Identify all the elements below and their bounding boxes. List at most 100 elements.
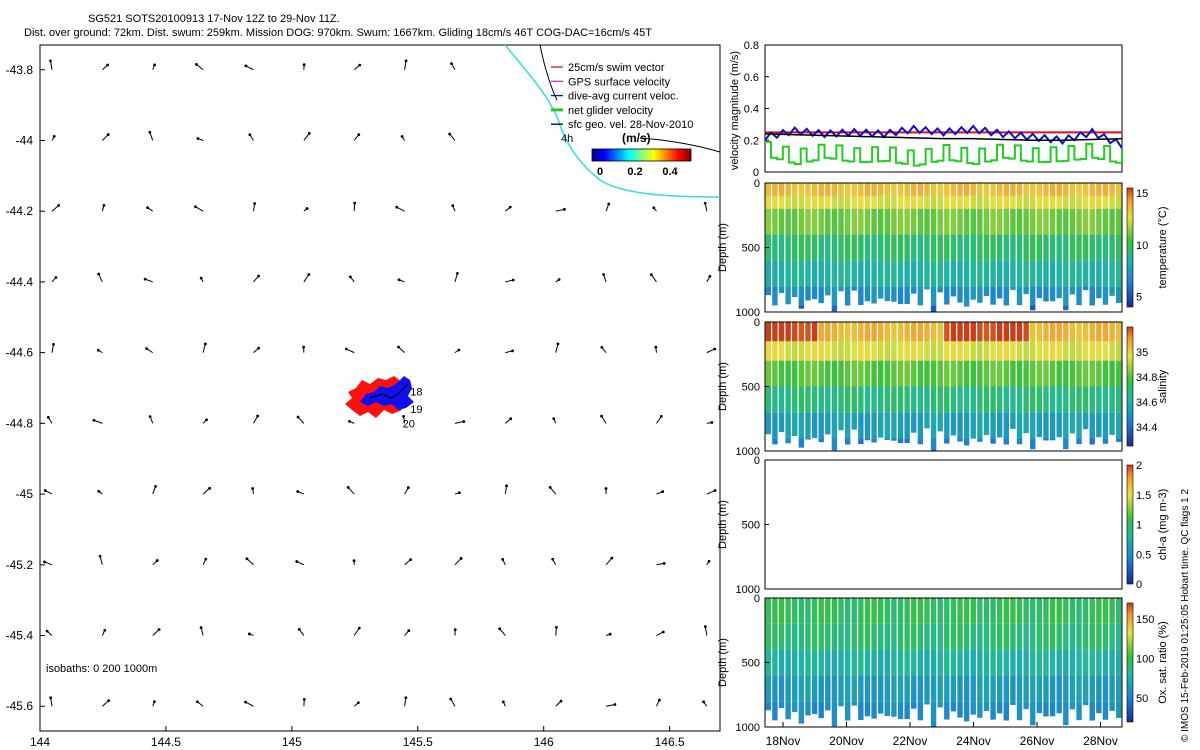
oxygen-cell: [838, 598, 844, 624]
isobath-line: [539, 44, 558, 101]
salinity-cell: [792, 386, 798, 413]
salinity-cell: [1063, 412, 1069, 439]
temperature-cell: [851, 260, 857, 287]
temperature-colorbar-tick: 5: [1136, 292, 1142, 304]
oxygen-cell: [825, 675, 831, 702]
temperature-cell: [904, 208, 910, 235]
temperature-cell: [798, 305, 805, 309]
temperature-cell: [1082, 260, 1089, 287]
oxygen-cell: [1023, 623, 1029, 650]
salinity-cell: [831, 386, 838, 413]
temperature-cell: [884, 195, 891, 209]
salinity-colorbar-label: salinity: [1157, 369, 1169, 403]
salinity-cell: [990, 360, 996, 387]
geo-velocity-arrow: [344, 347, 355, 354]
salinity-cell: [897, 341, 904, 361]
temperature-cell: [937, 195, 943, 209]
salinity-cell: [798, 412, 805, 439]
temperature-cell: [765, 183, 772, 196]
temperature-cell: [1076, 260, 1082, 287]
salinity-cell: [1115, 341, 1122, 361]
temperature-cell: [864, 234, 871, 261]
temperature-cell: [1109, 195, 1115, 209]
temperature-cell: [924, 195, 930, 209]
oxygen-cell: [798, 598, 805, 624]
temperature-cell: [778, 183, 785, 196]
salinity-cell: [970, 341, 976, 361]
temperature-cell: [1102, 183, 1109, 196]
salinity-cell: [1049, 341, 1056, 361]
oxygen-cell: [811, 701, 818, 715]
salinity-cell: [983, 341, 990, 361]
oxygen-cell: [864, 598, 871, 624]
temperature-cell: [772, 208, 778, 235]
temperature-cell: [937, 183, 943, 196]
time-tick-label: 20Nov: [829, 734, 864, 748]
temperature-cell: [825, 195, 831, 209]
salinity-cell: [970, 438, 976, 439]
oxygen-cell: [917, 701, 924, 721]
oxygen-cell: [944, 623, 950, 650]
geo-velocity-arrow: [195, 700, 204, 707]
temperature-cell: [831, 208, 838, 235]
salinity-cell: [983, 360, 990, 387]
salinity-cell: [904, 412, 910, 439]
oxygen-cell: [990, 701, 996, 720]
geo-velocity-arrow: [451, 204, 456, 212]
temperature-cell: [825, 208, 831, 235]
salinity-cell: [838, 412, 844, 431]
temperature-cell: [983, 260, 990, 287]
temperature-cell: [811, 286, 818, 300]
geo-velocity-arrow: [296, 415, 305, 424]
oxygen-cell: [891, 701, 897, 717]
temperature-cell: [937, 234, 943, 261]
oxygen-cell: [937, 675, 943, 702]
oxygen-cell: [957, 701, 963, 718]
temperature-cell: [1049, 260, 1056, 287]
oxygen-cell: [996, 623, 1003, 650]
oxygen-cell: [884, 623, 891, 650]
temperature-cell: [911, 208, 917, 235]
salinity-cell: [851, 386, 857, 413]
salinity-cell: [1089, 412, 1095, 439]
salinity-cell: [970, 412, 976, 439]
temperature-cell: [983, 208, 990, 235]
oxygen-cell: [917, 675, 924, 702]
temperature-cell: [911, 183, 917, 196]
oxygen-cell: [851, 598, 857, 624]
oxygen-cell: [811, 649, 818, 676]
salinity-cell: [930, 341, 937, 361]
oxygen-cell: [1010, 649, 1016, 676]
temperature-cell: [884, 183, 891, 196]
oxygen-cell: [1043, 598, 1049, 624]
track-line: [369, 383, 409, 399]
temperature-cell: [891, 286, 897, 302]
temperature-cell: [825, 286, 831, 296]
oxygen-cell: [884, 649, 891, 676]
temperature-cell: [1109, 183, 1115, 196]
scale-label: 4h: [561, 133, 573, 145]
salinity-cell: [1069, 360, 1076, 387]
temperature-colorbar: [1126, 187, 1134, 308]
salinity-cell: [977, 412, 983, 439]
geo-velocity-arrow: [101, 204, 106, 212]
oxygen-cell: [1003, 623, 1010, 650]
geo-velocity-arrow: [655, 698, 661, 707]
salinity-cell: [1102, 360, 1109, 387]
geo-velocity-arrow: [348, 275, 355, 283]
geo-velocity-arrow: [152, 63, 156, 70]
legend-label: 25cm/s swim vector: [568, 62, 665, 74]
chla-colorbar-tick: 1: [1136, 520, 1142, 532]
geo-velocity-arrow: [555, 278, 561, 283]
velocity-ytick-label: 0: [753, 167, 759, 179]
map-ytick-label: -44.2: [6, 204, 34, 218]
salinity-cell: [930, 412, 937, 439]
salinity-cell: [1056, 386, 1062, 413]
salinity-cell: [785, 412, 791, 439]
oxygen-cell: [1089, 649, 1095, 676]
temperature-cell: [990, 195, 996, 209]
temperature-cell: [851, 208, 857, 235]
chla-colorbar-tick: 2: [1136, 460, 1142, 472]
temperature-cell: [844, 183, 851, 196]
temperature-cell: [772, 183, 778, 196]
